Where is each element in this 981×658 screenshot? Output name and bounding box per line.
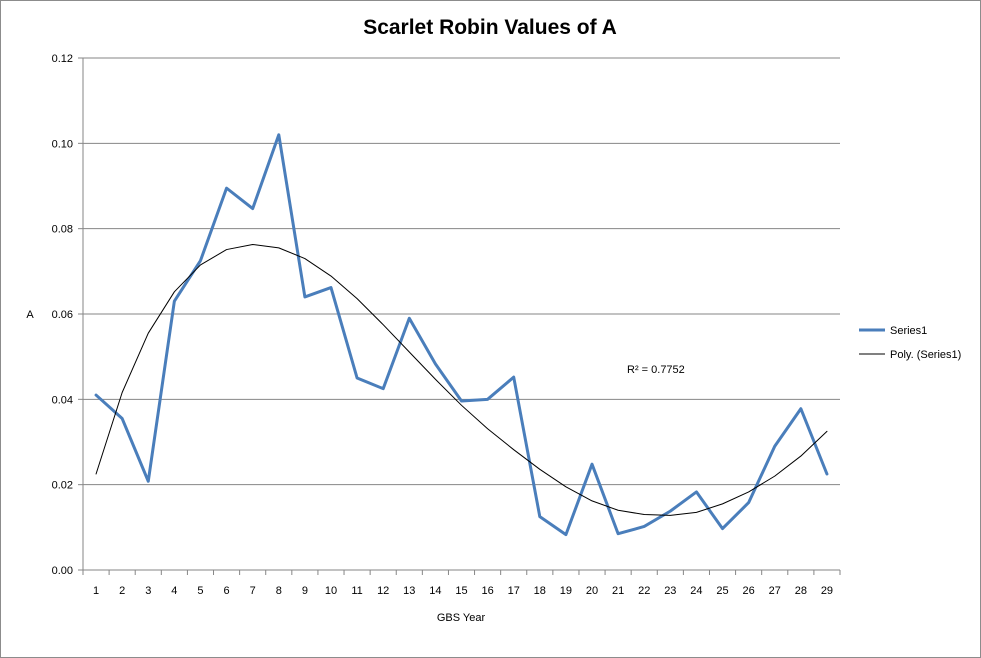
r-squared-annotation: R² = 0.7752	[627, 364, 685, 376]
x-tick-label: 15	[455, 585, 467, 597]
x-tick-label: 19	[560, 585, 572, 597]
x-tick-label: 28	[795, 585, 807, 597]
chart-title: Scarlet Robin Values of A	[363, 16, 617, 39]
x-tick-label: 2	[119, 585, 125, 597]
x-tick-label: 14	[429, 585, 441, 597]
y-axis-label: A	[26, 309, 34, 321]
axes	[78, 57, 841, 575]
legend-label-series1: Series1	[890, 325, 927, 337]
y-tick-label: 0.12	[52, 53, 73, 65]
y-tick-label: 0.02	[52, 480, 73, 492]
x-tick-label: 29	[821, 585, 833, 597]
series-line-series1	[94, 133, 829, 537]
series-line-poly-trend	[95, 243, 828, 516]
x-tick-label: 1	[93, 585, 99, 597]
y-tick-label: 0.04	[52, 394, 73, 406]
x-tick-label: 27	[769, 585, 781, 597]
x-tick-label: 11	[351, 585, 362, 597]
x-tick-label: 23	[664, 585, 676, 597]
x-tick-label: 12	[377, 585, 389, 597]
y-tick-label: 0.06	[52, 309, 73, 321]
y-tick-label: 0.00	[52, 565, 73, 577]
x-tick-label: 18	[534, 585, 546, 597]
y-tick-labels: 0.00 0.02 0.04 0.06 0.08 0.10 0.12	[52, 53, 73, 577]
y-tick-label: 0.10	[52, 138, 73, 150]
x-tick-label: 9	[302, 585, 308, 597]
x-tick-label: 13	[403, 585, 415, 597]
x-tick-label: 16	[481, 585, 493, 597]
x-tick-label: 25	[716, 585, 728, 597]
x-tick-label: 7	[250, 585, 256, 597]
x-tick-label: 21	[612, 585, 624, 597]
x-tick-label: 8	[276, 585, 282, 597]
x-tick-label: 3	[145, 585, 151, 597]
series-lines	[94, 133, 829, 537]
legend-label-poly: Poly. (Series1)	[890, 349, 961, 361]
x-axis-label: GBS Year	[437, 612, 486, 624]
x-tick-label: 10	[325, 585, 337, 597]
x-tick-label: 24	[690, 585, 702, 597]
x-tick-label: 20	[586, 585, 598, 597]
x-tick-labels: 1 2 3 4 5 6 7 8 9 10 11 12 13 14 15 16 17 18 19 20 21 22 23 24 2…	[93, 585, 833, 597]
x-tick-label: 26	[743, 585, 755, 597]
x-tick-label: 17	[508, 585, 520, 597]
legend: Series1 Poly. (Series1)	[859, 325, 961, 361]
x-tick-label: 22	[638, 585, 650, 597]
x-tick-label: 5	[197, 585, 203, 597]
y-tick-label: 0.08	[52, 224, 73, 236]
x-tick-label: 6	[224, 585, 230, 597]
x-tick-label: 4	[171, 585, 177, 597]
